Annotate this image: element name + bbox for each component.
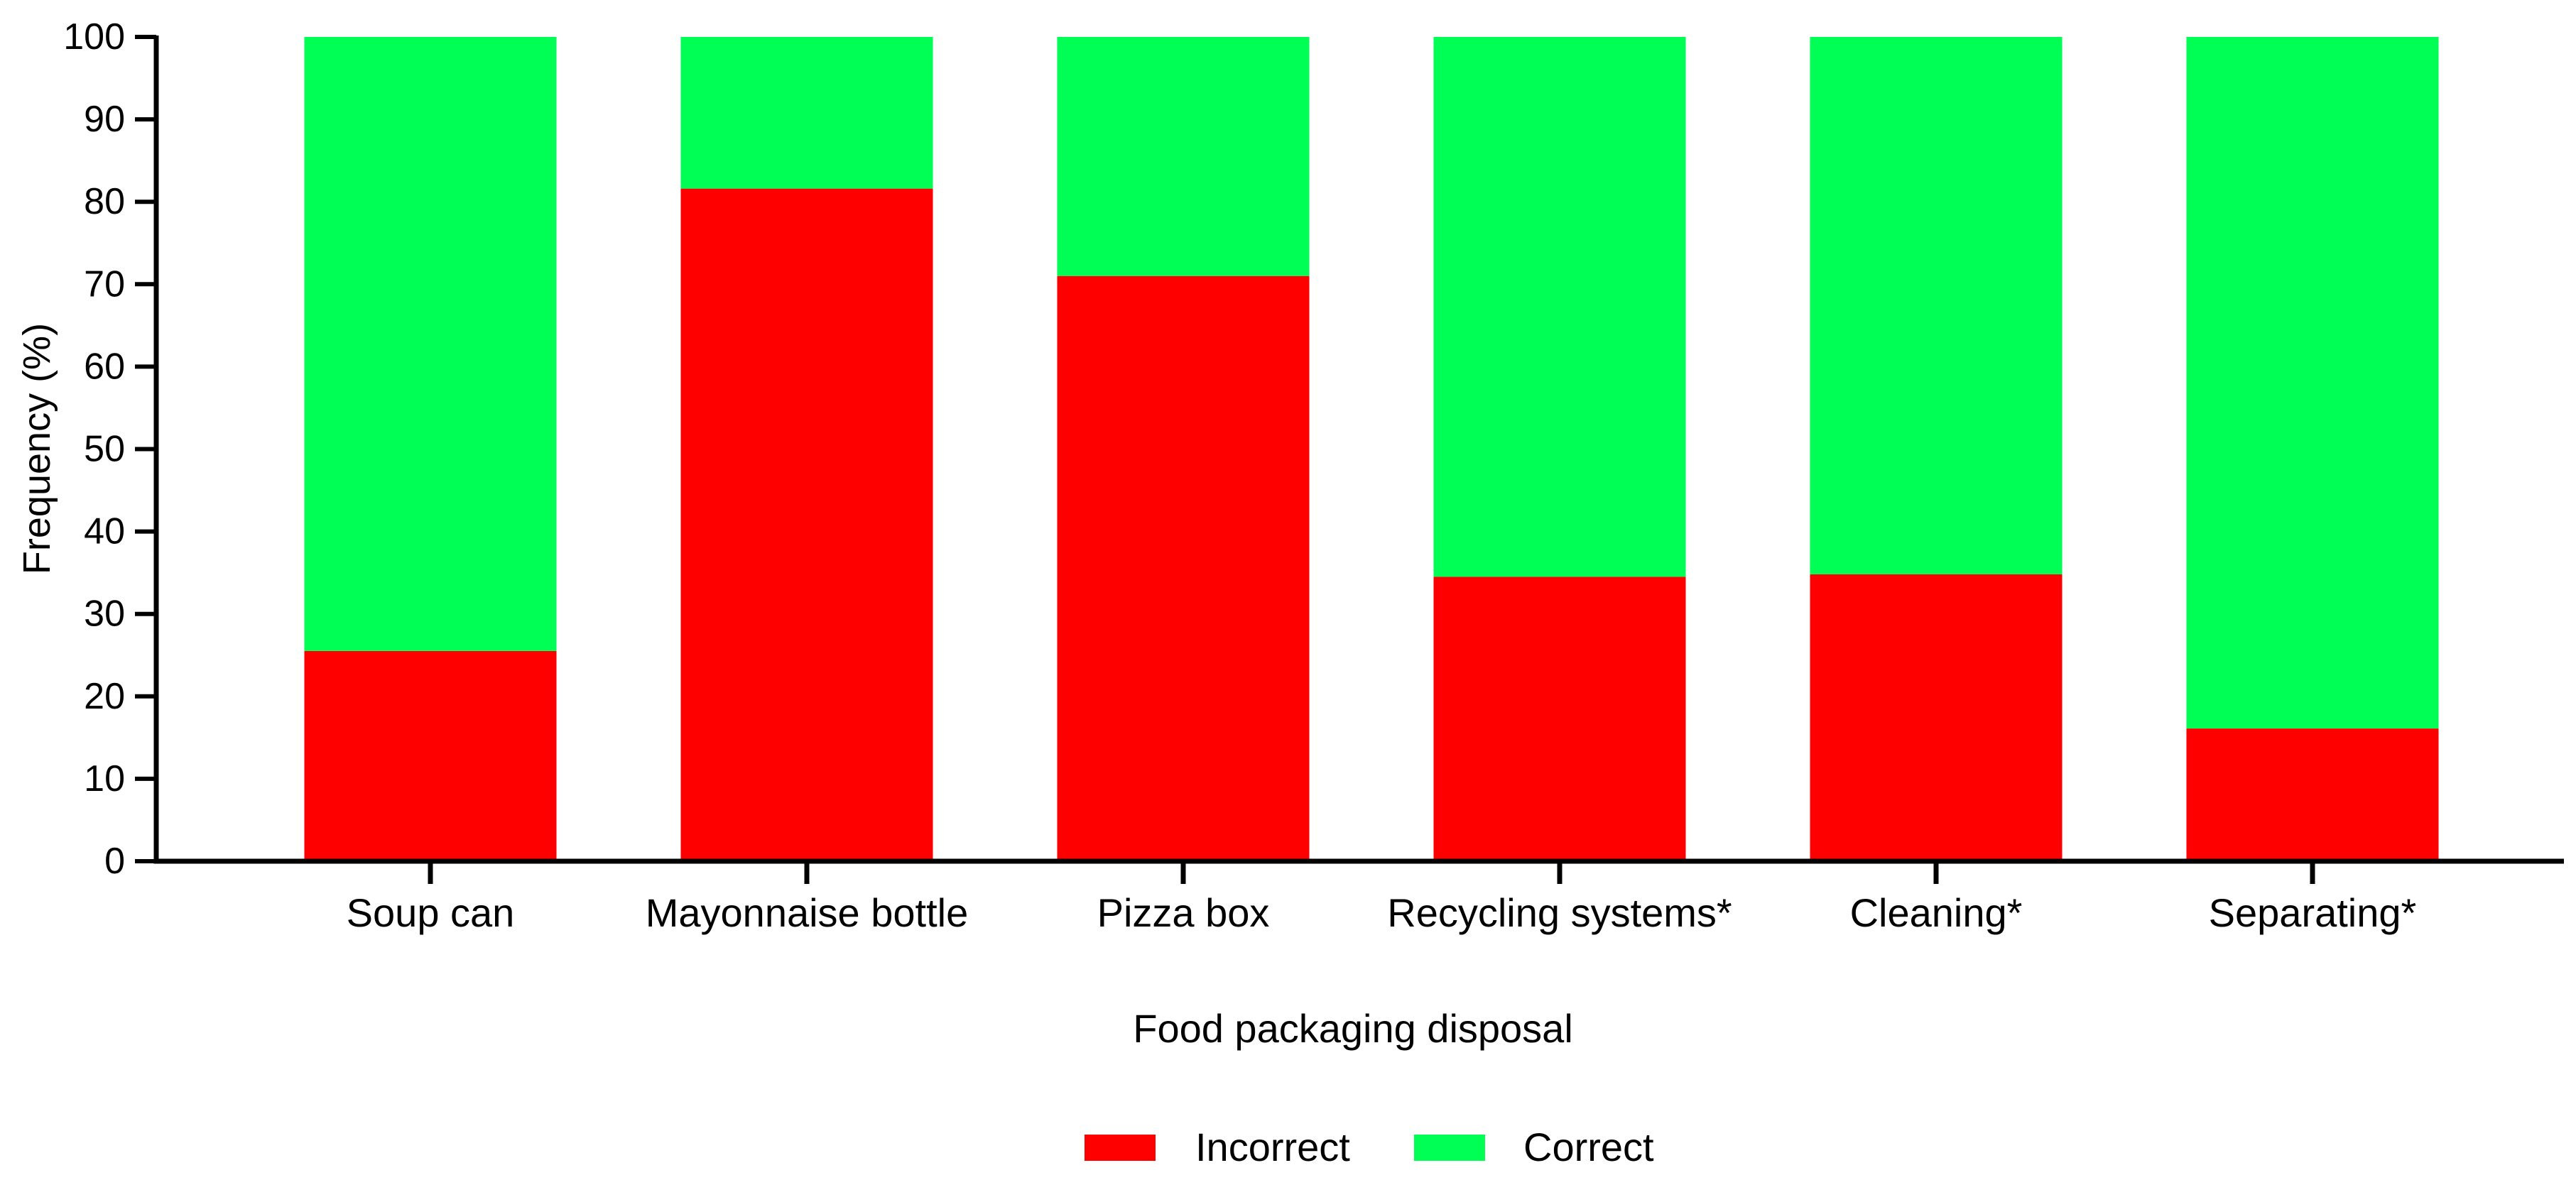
x-tick-label-1: Mayonnaise bottle bbox=[646, 890, 969, 935]
bars-layer bbox=[304, 37, 2439, 861]
y-tick-label-0: 0 bbox=[104, 841, 125, 882]
y-tick-label-60: 60 bbox=[84, 346, 125, 387]
bar-correct-0 bbox=[304, 37, 557, 651]
bar-incorrect-4 bbox=[1810, 574, 2063, 861]
x-axis-title: Food packaging disposal bbox=[1133, 1006, 1573, 1051]
x-ticks: Soup can Mayonnaise bottle Pizza box Recycl… bbox=[347, 861, 2417, 935]
y-tick-label-80: 80 bbox=[84, 181, 125, 222]
bar-correct-2 bbox=[1057, 37, 1310, 276]
y-tick-label-20: 20 bbox=[84, 676, 125, 717]
y-tick-label-40: 40 bbox=[84, 511, 125, 552]
x-tick-label-2: Pizza box bbox=[1097, 890, 1270, 935]
y-ticks: 0 10 20 30 40 50 60 70 80 90 100 bbox=[63, 16, 156, 882]
x-tick-label-5: Separating* bbox=[2209, 890, 2417, 935]
legend: Incorrect Correct bbox=[1085, 1125, 1654, 1169]
y-tick-label-10: 10 bbox=[84, 758, 125, 799]
bar-incorrect-3 bbox=[1433, 577, 1686, 861]
x-tick-label-0: Soup can bbox=[347, 890, 515, 935]
x-tick-label-3: Recycling systems* bbox=[1387, 890, 1732, 935]
legend-label-incorrect: Incorrect bbox=[1195, 1125, 1350, 1169]
y-tick-label-30: 30 bbox=[84, 594, 125, 635]
bar-correct-1 bbox=[680, 37, 933, 189]
bar-incorrect-1 bbox=[680, 188, 933, 861]
bar-correct-5 bbox=[2186, 37, 2439, 729]
y-axis-title: Frequency (%) bbox=[16, 323, 58, 574]
y-tick-label-50: 50 bbox=[84, 429, 125, 470]
bar-correct-3 bbox=[1433, 37, 1686, 577]
bar-incorrect-2 bbox=[1057, 275, 1310, 861]
legend-label-correct: Correct bbox=[1523, 1125, 1654, 1169]
x-tick-label-4: Cleaning* bbox=[1850, 890, 2023, 935]
y-tick-label-90: 90 bbox=[84, 99, 125, 140]
legend-swatch-correct bbox=[1414, 1135, 1485, 1161]
bar-correct-4 bbox=[1810, 37, 2063, 574]
y-tick-label-100: 100 bbox=[63, 16, 125, 58]
bar-incorrect-0 bbox=[304, 650, 557, 861]
bar-incorrect-5 bbox=[2186, 728, 2439, 861]
legend-swatch-incorrect bbox=[1085, 1135, 1156, 1161]
y-tick-label-70: 70 bbox=[84, 263, 125, 305]
